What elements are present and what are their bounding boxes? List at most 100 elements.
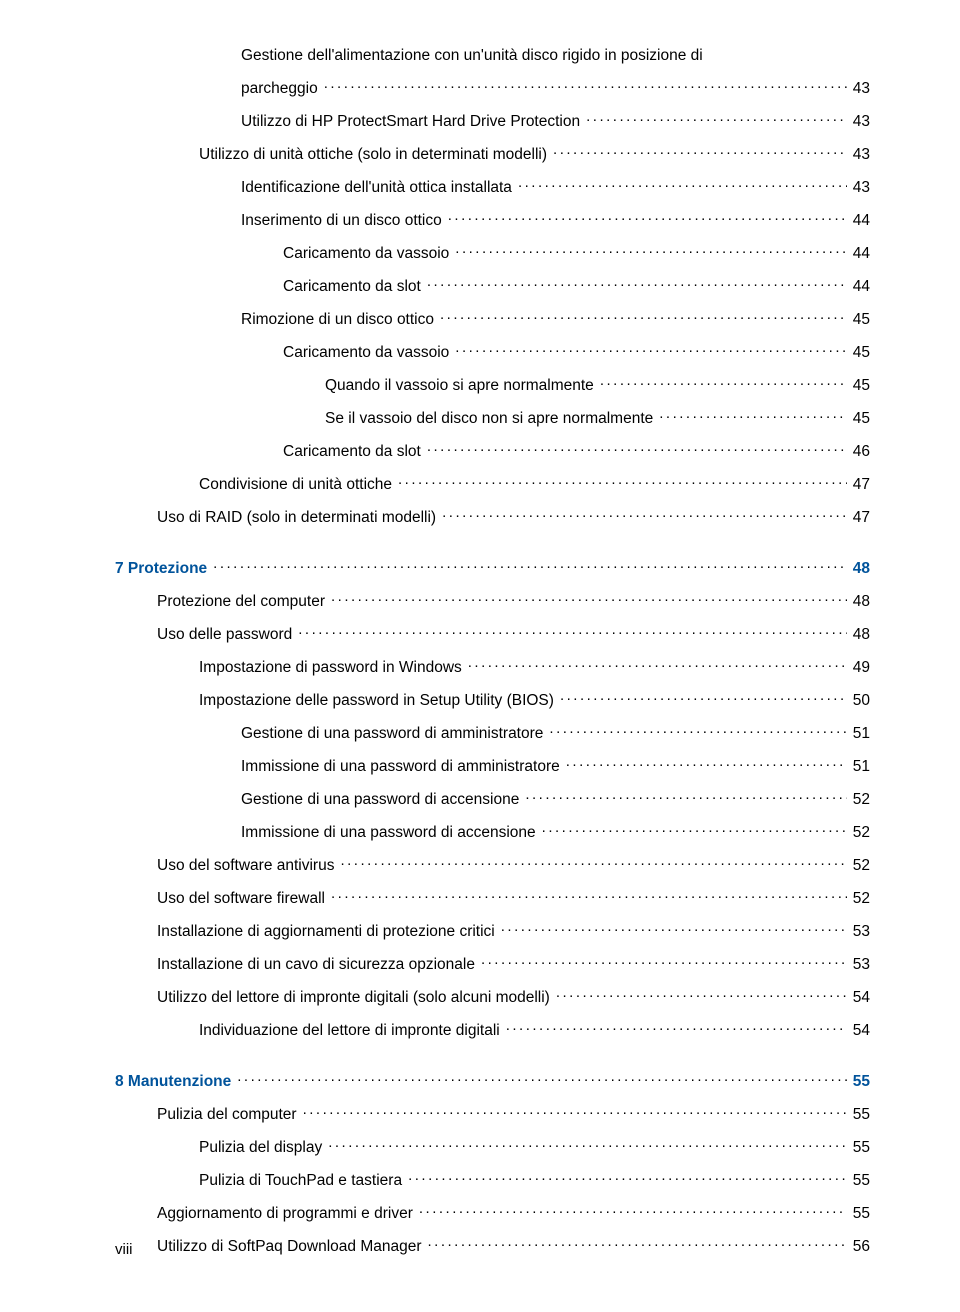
toc-leader xyxy=(440,309,847,325)
toc-entry-page: 47 xyxy=(853,477,870,493)
toc-entry[interactable]: Uso di RAID (solo in determinati modelli… xyxy=(115,507,870,526)
toc-entry[interactable]: Gestione dell'alimentazione con un'unità… xyxy=(115,48,870,64)
toc-entry-label: parcheggio xyxy=(241,81,318,97)
toc-entry-label: Quando il vassoio si apre normalmente xyxy=(325,378,594,394)
toc-chapter[interactable]: 7 Protezione48 xyxy=(115,558,870,577)
toc-entry[interactable]: Uso del software antivirus52 xyxy=(115,855,870,874)
toc-entry[interactable]: Utilizzo di SoftPaq Download Manager 56 xyxy=(115,1236,870,1255)
toc-entry-label: Uso delle password xyxy=(157,627,292,643)
toc-leader xyxy=(553,144,847,160)
toc-entry-label: Protezione del computer xyxy=(157,594,325,610)
toc-entry[interactable]: Utilizzo di unità ottiche (solo in deter… xyxy=(115,144,870,163)
toc-entry-page: 48 xyxy=(853,594,870,610)
toc-entry-page: 45 xyxy=(853,345,870,361)
toc-entry-label: Impostazione di password in Windows xyxy=(199,660,462,676)
toc-entry-label: Gestione di una password di amministrato… xyxy=(241,726,543,742)
toc-entry-label: Aggiornamento di programmi e driver xyxy=(157,1206,413,1222)
toc-leader xyxy=(455,342,846,358)
toc-entry[interactable]: Protezione del computer 48 xyxy=(115,591,870,610)
toc-entry-page: 47 xyxy=(853,510,870,526)
toc-entry-page: 52 xyxy=(853,792,870,808)
toc-entry-label: Installazione di un cavo di sicurezza op… xyxy=(157,957,475,973)
toc-entry[interactable]: Se il vassoio del disco non si apre norm… xyxy=(115,408,870,427)
toc-entry[interactable]: Caricamento da vassoio44 xyxy=(115,243,870,262)
toc-leader xyxy=(518,177,847,193)
toc-entry-label: Uso del software firewall xyxy=(157,891,325,907)
toc-entry-page: 48 xyxy=(853,627,870,643)
toc-entry-label: 8 Manutenzione xyxy=(115,1074,231,1090)
toc-entry-label: Utilizzo di unità ottiche (solo in deter… xyxy=(199,147,547,163)
toc-entry[interactable]: Pulizia di TouchPad e tastiera55 xyxy=(115,1170,870,1189)
toc-entry-page: 56 xyxy=(853,1239,870,1255)
toc-entry[interactable]: Uso delle password 48 xyxy=(115,624,870,643)
toc-entry-label: Immissione di una password di amministra… xyxy=(241,759,560,775)
toc-leader xyxy=(237,1071,846,1087)
toc-entry[interactable]: Individuazione del lettore di impronte d… xyxy=(115,1020,870,1039)
toc-entry[interactable]: Caricamento da slot44 xyxy=(115,276,870,295)
toc-entry-label: Individuazione del lettore di impronte d… xyxy=(199,1023,500,1039)
toc-entry[interactable]: Inserimento di un disco ottico 44 xyxy=(115,210,870,229)
toc-leader xyxy=(331,888,847,904)
toc-entry-page: 55 xyxy=(853,1173,870,1189)
toc-leader xyxy=(501,921,847,937)
toc-entry-label: Condivisione di unità ottiche xyxy=(199,477,392,493)
toc-entry[interactable]: Caricamento da vassoio45 xyxy=(115,342,870,361)
toc-entry-label: Utilizzo di SoftPaq Download Manager xyxy=(157,1239,422,1255)
toc-entry[interactable]: Pulizia del computer55 xyxy=(115,1104,870,1123)
toc-entry-page: 49 xyxy=(853,660,870,676)
toc-entry-page: 55 xyxy=(853,1140,870,1156)
toc-entry[interactable]: Uso del software firewall 52 xyxy=(115,888,870,907)
toc-leader xyxy=(331,591,847,607)
toc-entry-page: 43 xyxy=(853,147,870,163)
toc-leader xyxy=(586,111,847,127)
toc-entry[interactable]: Caricamento da slot46 xyxy=(115,441,870,460)
toc-entry[interactable]: Identificazione dell'unità ottica instal… xyxy=(115,177,870,196)
toc-entry-page: 54 xyxy=(853,1023,870,1039)
toc-entry[interactable]: Installazione di aggiornamenti di protez… xyxy=(115,921,870,940)
toc-entry[interactable]: Gestione di una password di amministrato… xyxy=(115,723,870,742)
toc-entry-label: Rimozione di un disco ottico xyxy=(241,312,434,328)
table-of-contents: Gestione dell'alimentazione con un'unità… xyxy=(115,48,870,1255)
toc-entry-label: Caricamento da slot xyxy=(283,279,421,295)
toc-entry[interactable]: Immissione di una password di amministra… xyxy=(115,756,870,775)
toc-chapter[interactable]: 8 Manutenzione 55 xyxy=(115,1071,870,1090)
toc-leader xyxy=(408,1170,847,1186)
toc-entry-page: 45 xyxy=(853,411,870,427)
toc-leader xyxy=(324,78,847,94)
toc-leader xyxy=(542,822,847,838)
toc-leader xyxy=(442,507,847,523)
toc-entry[interactable]: parcheggio43 xyxy=(115,78,870,97)
toc-leader xyxy=(549,723,846,739)
toc-entry-page: 48 xyxy=(853,561,870,577)
toc-leader xyxy=(427,276,847,292)
toc-entry[interactable]: Utilizzo del lettore di impronte digital… xyxy=(115,987,870,1006)
toc-entry-label: Impostazione delle password in Setup Uti… xyxy=(199,693,554,709)
toc-leader xyxy=(455,243,846,259)
toc-entry[interactable]: Aggiornamento di programmi e driver55 xyxy=(115,1203,870,1222)
toc-entry[interactable]: Impostazione delle password in Setup Uti… xyxy=(115,690,870,709)
toc-entry-page: 55 xyxy=(853,1107,870,1123)
toc-entry[interactable]: Gestione di una password di accensione52 xyxy=(115,789,870,808)
toc-entry[interactable]: Immissione di una password di accensione… xyxy=(115,822,870,841)
toc-entry[interactable]: Rimozione di un disco ottico 45 xyxy=(115,309,870,328)
toc-entry-label: Installazione di aggiornamenti di protez… xyxy=(157,924,495,940)
toc-entry-page: 52 xyxy=(853,891,870,907)
toc-entry-page: 52 xyxy=(853,825,870,841)
toc-entry-label: Caricamento da vassoio xyxy=(283,246,449,262)
toc-leader xyxy=(419,1203,847,1219)
toc-entry[interactable]: Condivisione di unità ottiche 47 xyxy=(115,474,870,493)
toc-entry-page: 45 xyxy=(853,312,870,328)
toc-entry[interactable]: Impostazione di password in Windows 49 xyxy=(115,657,870,676)
toc-entry-page: 51 xyxy=(853,759,870,775)
toc-entry[interactable]: Utilizzo di HP ProtectSmart Hard Drive P… xyxy=(115,111,870,130)
toc-entry-page: 55 xyxy=(853,1074,870,1090)
toc-entry[interactable]: Pulizia del display55 xyxy=(115,1137,870,1156)
toc-entry-page: 43 xyxy=(853,180,870,196)
toc-entry-page: 44 xyxy=(853,213,870,229)
toc-leader xyxy=(560,690,847,706)
toc-entry[interactable]: Quando il vassoio si apre normalmente 45 xyxy=(115,375,870,394)
toc-leader xyxy=(556,987,847,1003)
toc-entry-label: Inserimento di un disco ottico xyxy=(241,213,442,229)
toc-entry[interactable]: Installazione di un cavo di sicurezza op… xyxy=(115,954,870,973)
toc-entry-page: 45 xyxy=(853,378,870,394)
